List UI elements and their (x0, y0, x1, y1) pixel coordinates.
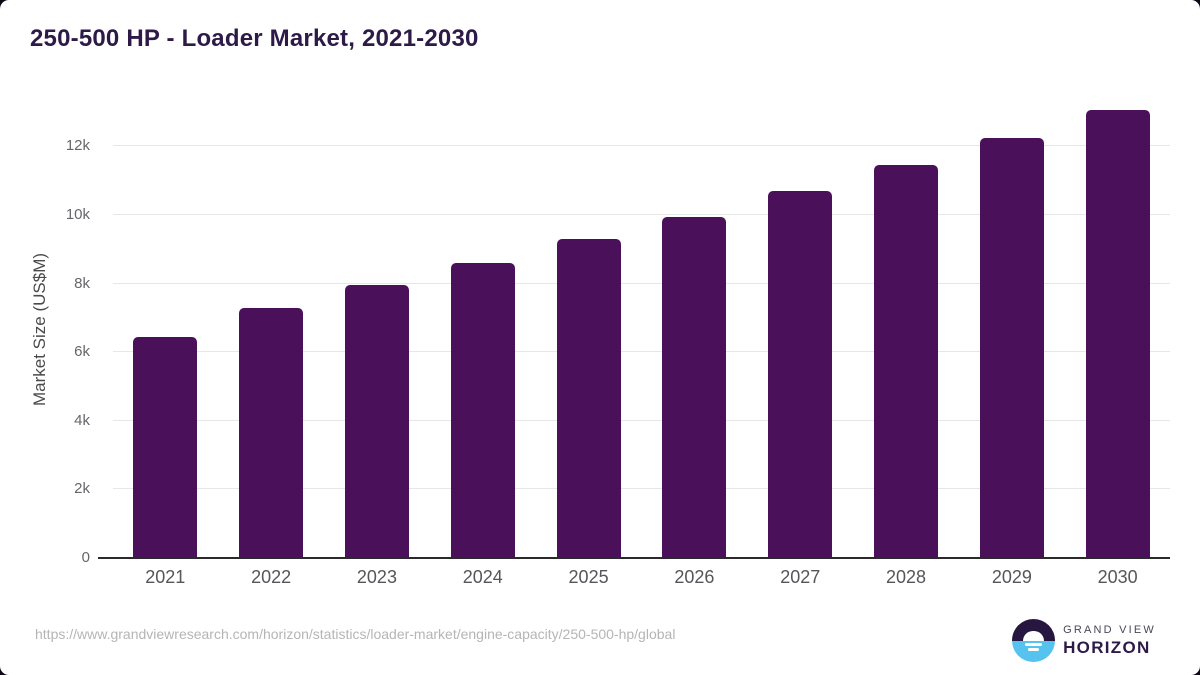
logo-text-horizon: HORIZON (1063, 637, 1151, 657)
grand-view-horizon-logo: GRAND VIEW HORIZON (1012, 619, 1156, 662)
x-tick-label-2030: 2030 (1097, 567, 1138, 587)
chart-title: 250-500 HP - Loader Market, 2021-2030 (30, 25, 479, 52)
bar-2022[interactable] (239, 307, 304, 558)
bar-2028[interactable] (874, 165, 939, 558)
gridline-10k (113, 213, 1170, 215)
x-tick-label-2028: 2028 (886, 567, 927, 587)
x-tick-label-2024: 2024 (462, 567, 503, 587)
x-tick-label-2029: 2029 (991, 567, 1032, 587)
gridline-8k (113, 282, 1170, 284)
horizon-sun-icon (1012, 619, 1056, 662)
logo-sky (1012, 619, 1056, 641)
gridline-2k (113, 488, 1170, 490)
bar-2027[interactable] (768, 190, 833, 558)
x-tick-label-2022: 2022 (251, 567, 292, 587)
y-tick-label-10k: 10k (65, 205, 90, 223)
y-tick-label-6k: 6k (74, 343, 90, 361)
logo-sun (1023, 630, 1045, 641)
x-axis-line (98, 557, 1170, 559)
logo-sea (1012, 640, 1056, 662)
x-tick-label-2023: 2023 (356, 567, 397, 587)
bar-2024[interactable] (450, 262, 515, 558)
y-tick-label-4k: 4k (74, 411, 90, 429)
logo-text: GRAND VIEW HORIZON (1063, 624, 1156, 658)
x-tick-label-2026: 2026 (674, 567, 715, 587)
logo-reflection-line-1 (1025, 643, 1043, 646)
gridline-12k (113, 145, 1170, 147)
y-tick-label-2k: 2k (74, 480, 90, 498)
bar-2023[interactable] (344, 285, 409, 558)
x-tick-label-2027: 2027 (780, 567, 821, 587)
logo-text-grand-view: GRAND VIEW (1063, 623, 1156, 636)
bar-2025[interactable] (556, 238, 621, 558)
bar-2030[interactable] (1085, 110, 1150, 558)
y-tick-label-12k: 12k (65, 137, 90, 155)
bar-2026[interactable] (662, 216, 727, 558)
y-tick-label-0: 0 (81, 549, 90, 566)
y-tick-label-8k: 8k (74, 274, 90, 292)
logo-reflection-line-2 (1028, 648, 1040, 651)
bar-2029[interactable] (979, 137, 1044, 558)
gridline-4k (113, 419, 1170, 421)
x-tick-label-2021: 2021 (145, 567, 186, 587)
source-url: https://www.grandviewresearch.com/horizo… (35, 626, 676, 642)
bar-2021[interactable] (133, 336, 198, 558)
plot-area (98, 100, 1170, 559)
gridline-6k (113, 351, 1170, 353)
x-tick-label-2025: 2025 (568, 567, 609, 587)
